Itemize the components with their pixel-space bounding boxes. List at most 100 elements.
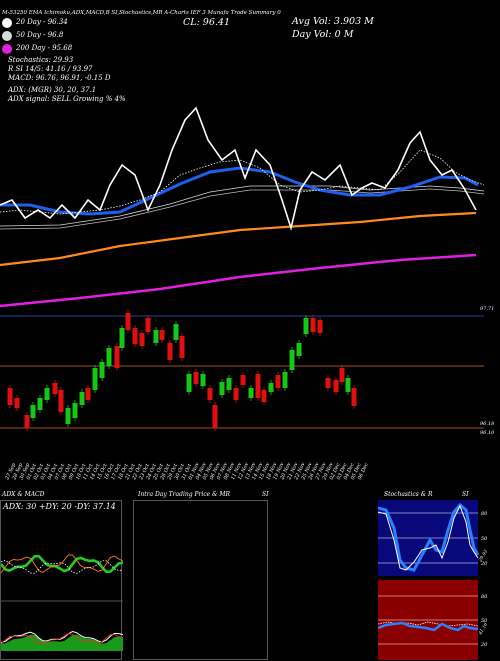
day-volume-label: Day Vol: 0 M: [292, 29, 354, 40]
stochastics-rsi-panel: 80 50 20 80 50 20 29.93 41.16: [378, 500, 489, 660]
candle-body: [106, 348, 112, 366]
candle-body: [132, 328, 138, 344]
stoch-label-20: 20: [480, 561, 488, 567]
adx-macd-graph: [1, 554, 123, 651]
price-label-top: 97.71: [480, 306, 494, 312]
candle-body: [52, 383, 58, 394]
legend-swatch-50-day: [2, 31, 12, 41]
candle-body: [325, 378, 331, 388]
candle-body: [92, 368, 98, 390]
candle-body: [296, 343, 302, 356]
candle-body: [159, 330, 165, 340]
macd-lines: [1, 630, 123, 651]
candle-body: [125, 313, 131, 330]
candle-body: [219, 382, 225, 395]
candle-body: [339, 368, 345, 382]
candle-body: [114, 346, 120, 368]
adx-value: ADX: (MGR) 30, 20, 37.1: [8, 86, 97, 94]
close-price-line: [0, 106, 477, 231]
stochastics-title: Stochastics & R: [384, 491, 433, 498]
rsi-signal-line: [378, 621, 479, 627]
price-label-bottom: 96.10: [480, 430, 495, 436]
candle-body: [179, 336, 185, 358]
candle-body: [351, 388, 357, 406]
ichimoku-line-b: [0, 188, 485, 230]
candle-body: [7, 388, 13, 405]
candle-body: [333, 380, 339, 392]
closing-price-label: CL: 96.41: [183, 17, 230, 28]
candle-body: [24, 415, 30, 428]
stochastics-d-line: [378, 504, 479, 571]
legend-label-20-day: 20 Day - 96.34: [16, 18, 68, 26]
stochastics-lines: [378, 502, 480, 572]
candle-body: [186, 374, 192, 392]
macd-signal-line: [1, 633, 123, 645]
candle-body: [255, 374, 261, 398]
intraday-panel: [133, 500, 268, 660]
stoch-label-80: 80: [481, 511, 488, 517]
candle-body: [212, 405, 218, 428]
candle-body: [345, 378, 351, 392]
candle-body: [282, 372, 288, 388]
price-label-mid: 96.18: [480, 421, 494, 427]
candle-body: [268, 383, 274, 392]
macd-value: MACD: 96.76, 96.91, -0.15 D: [8, 74, 111, 82]
candle-body: [99, 362, 105, 378]
stoch-label-50: 50: [481, 536, 488, 542]
rsi-label-80: 80: [481, 594, 488, 600]
candle-body: [85, 388, 91, 400]
header-top-line: M-53250 EMA Ichimoku,ADX,MACD,B SI,Stoch…: [2, 10, 281, 16]
ma-20-day-line: [0, 166, 479, 216]
legend-swatch-20-day: [2, 18, 12, 28]
adx-minus-di-line: [1, 554, 123, 574]
candle-body: [200, 374, 206, 386]
adx-macd-title: ADX & MACD: [2, 491, 45, 498]
stochastics-value: Stochastics: 29.93: [8, 56, 74, 64]
candle-body: [310, 318, 316, 332]
candle-body: [153, 330, 159, 343]
ma-dotted-line: [0, 149, 485, 215]
candle-body: [289, 350, 295, 370]
legend-label-200-day: 200 Day - 95.68: [16, 44, 73, 52]
candle-body: [65, 408, 71, 424]
candle-body: [37, 398, 43, 410]
macd-histogram-area: [1, 634, 123, 651]
candle-body: [72, 403, 78, 418]
intraday-title: Intra Day Trading Price & MR: [138, 491, 231, 498]
adx-line: [1, 559, 123, 574]
macd-line: [1, 630, 123, 643]
candle-body: [79, 392, 85, 405]
candle-body: [240, 375, 246, 385]
candle-body: [145, 318, 151, 332]
long-ma-line: [0, 253, 477, 308]
candle-body: [119, 328, 125, 348]
legend-swatch-200-day: [2, 44, 12, 54]
rsi-label-20: 20: [480, 642, 488, 648]
stochastics-si-label: SI: [462, 491, 469, 498]
rsi-lines: [378, 621, 479, 632]
average-volume-label: Avg Vol: 3.903 M: [292, 16, 374, 27]
candle-body: [173, 324, 179, 340]
candle-body: [14, 398, 20, 408]
adx-macd-panel: ADX: 30 +DY: 20 -DY: 37.14: [0, 500, 123, 660]
candle-body: [275, 375, 281, 388]
stoch-value-tag: 29.93: [477, 549, 489, 564]
candle-body: [233, 388, 239, 400]
candle-body: [193, 372, 199, 384]
rsi-value-tag: 41.16: [477, 622, 489, 637]
candle-body: [167, 343, 173, 360]
rsi-line: [378, 621, 479, 632]
candle-body: [207, 388, 213, 400]
candle-body: [58, 390, 64, 412]
adx-signal: ADX signal: SELL Growing % 4%: [8, 95, 126, 103]
moving-average-lines: [0, 106, 485, 308]
candle-body: [139, 333, 145, 346]
rsi-value: R SI 14/5: 41.16 / 93.97: [8, 65, 93, 73]
candlesticks: [7, 310, 357, 431]
orange-ma-line: [0, 211, 477, 267]
adx-lines: [1, 554, 123, 574]
candle-body: [30, 405, 36, 418]
legend-label-50-day: 50 Day - 96.8: [16, 31, 64, 39]
